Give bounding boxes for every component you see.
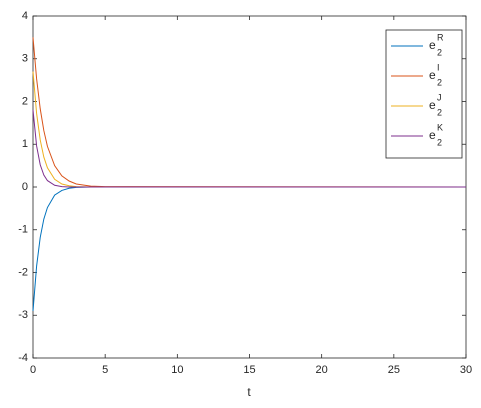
legend-subscript: 2 (437, 137, 442, 147)
x-tick-label: 10 (171, 364, 183, 376)
y-tick-label: 3 (22, 53, 28, 65)
legend-superscript: R (437, 32, 444, 42)
legend-subscript: 2 (437, 107, 442, 117)
x-tick-label: 15 (243, 364, 255, 376)
legend-label: e (429, 128, 436, 142)
y-tick-label: 4 (22, 10, 28, 22)
legend-subscript: 2 (437, 77, 442, 87)
x-tick-label: 0 (30, 364, 36, 376)
x-tick-label: 20 (316, 364, 328, 376)
y-tick-label: 0 (22, 181, 28, 193)
x-tick-label: 25 (388, 364, 400, 376)
data-line (32, 37, 467, 188)
x-tick-label: 5 (102, 364, 108, 376)
legend-superscript: K (437, 122, 443, 132)
legend-superscript: J (437, 92, 442, 102)
y-tick-label: 1 (22, 138, 28, 150)
y-tick-label: -4 (18, 352, 28, 364)
y-tick-label: -2 (18, 266, 28, 278)
y-tick-label: -3 (18, 309, 28, 321)
legend-superscript: I (437, 62, 440, 72)
legend-label: e (429, 38, 436, 52)
legend-label: e (429, 98, 436, 112)
x-tick-label: 30 (460, 364, 472, 376)
legend-box (385, 29, 463, 159)
legend-label: e (429, 68, 436, 82)
x-axis-label: t (247, 385, 251, 399)
data-line (32, 110, 466, 188)
legend-subscript: 2 (437, 47, 442, 57)
y-tick-label: -1 (18, 224, 28, 236)
y-tick-label: 2 (22, 95, 28, 107)
